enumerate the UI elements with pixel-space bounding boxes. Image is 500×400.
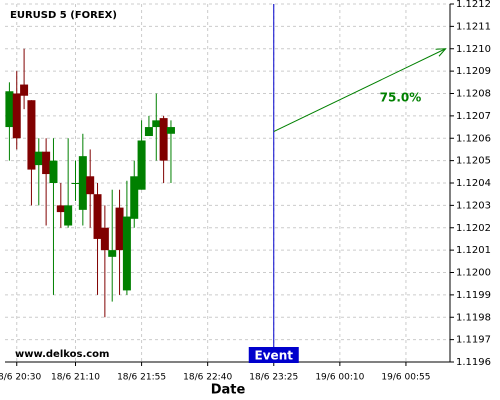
candle-body xyxy=(64,205,73,226)
arrow-head xyxy=(435,48,447,57)
x-axis-label: Date xyxy=(211,383,246,398)
y-tick-label: 1.1212 xyxy=(456,0,491,10)
candle-body xyxy=(122,216,131,291)
candle-body xyxy=(34,151,43,166)
candle-body xyxy=(49,160,58,183)
y-tick-label: 1.1198 xyxy=(456,312,491,323)
y-tick-label: 1.1208 xyxy=(456,89,491,100)
y-tick-label: 1.1209 xyxy=(456,66,491,77)
candle-body xyxy=(93,194,102,239)
candle-body xyxy=(108,250,117,257)
x-tick-label: 18/6 21:55 xyxy=(117,373,166,383)
candle-body xyxy=(27,100,36,170)
y-tick-label: 1.1204 xyxy=(456,178,491,189)
y-tick-label: 1.1211 xyxy=(456,21,491,32)
candle-body xyxy=(166,127,175,134)
candle-body xyxy=(56,205,65,213)
y-tick-label: 1.1196 xyxy=(456,357,491,368)
candle-body xyxy=(137,140,146,190)
chart-title: EURUSD 5 (FOREX) xyxy=(10,10,117,21)
x-tick-label: 19/6 00:10 xyxy=(315,373,364,383)
candle-body xyxy=(5,91,14,128)
y-tick-label: 1.1210 xyxy=(456,44,491,55)
candle-body xyxy=(86,176,95,195)
y-tick-label: 1.1206 xyxy=(456,133,491,144)
candle-body xyxy=(71,183,80,184)
candle-body xyxy=(152,120,161,128)
event-label-bg xyxy=(248,347,299,363)
candle-body xyxy=(12,93,21,139)
x-tick-label: 18/6 20:30 xyxy=(0,373,42,383)
x-tick-label: 18/6 21:10 xyxy=(51,373,100,383)
x-tick-label: 19/6 00:55 xyxy=(381,373,430,383)
candle-body xyxy=(144,127,153,137)
y-tick-label: 1.1205 xyxy=(456,156,491,167)
candle-body xyxy=(115,207,124,251)
y-tick-label: 1.1201 xyxy=(456,245,491,256)
arrow-label: 75.0% xyxy=(380,91,422,105)
y-tick-label: 1.1207 xyxy=(456,111,491,122)
y-tick-label: 1.1197 xyxy=(456,335,491,346)
y-tick-label: 1.1203 xyxy=(456,200,491,211)
candle-body xyxy=(100,227,109,251)
candle-body xyxy=(20,84,29,96)
y-tick-label: 1.1200 xyxy=(456,268,491,279)
candle-body xyxy=(78,156,87,210)
x-tick-label: 18/6 22:40 xyxy=(183,373,232,383)
arrow-line xyxy=(273,48,446,132)
x-tick-label: 18/6 23:25 xyxy=(249,373,298,383)
candle-body xyxy=(130,176,139,219)
event-label: Event xyxy=(255,349,294,363)
y-tick-label: 1.1202 xyxy=(456,223,491,234)
candle-body xyxy=(159,118,168,161)
candle-body xyxy=(42,151,51,175)
y-tick-label: 1.1199 xyxy=(456,290,491,301)
watermark: www.delkos.com xyxy=(15,349,109,360)
